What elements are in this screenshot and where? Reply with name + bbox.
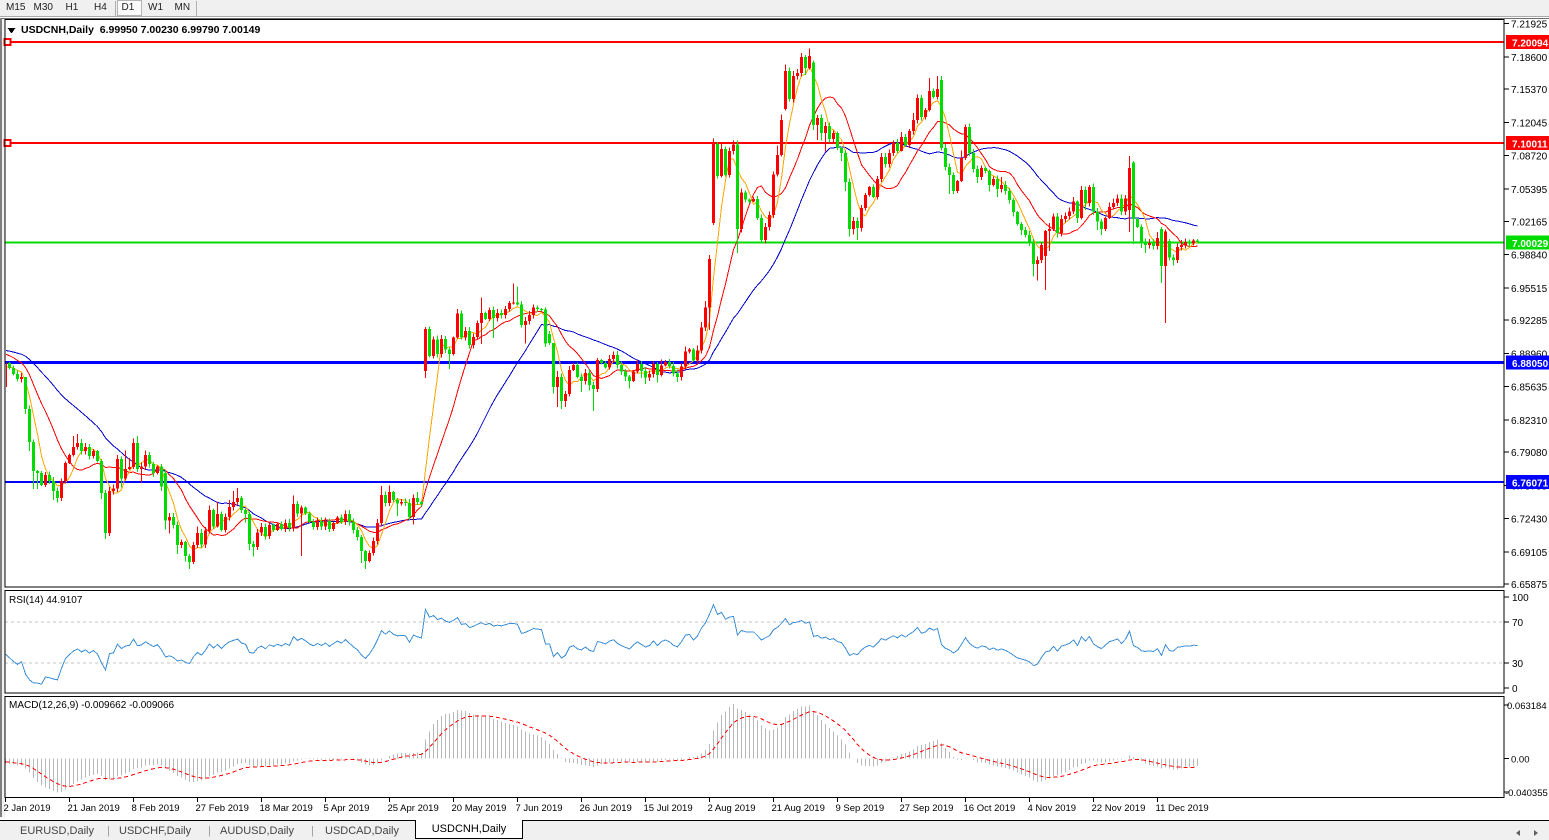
svg-text:5 Apr 2019: 5 Apr 2019	[324, 803, 370, 814]
svg-text:6.82310: 6.82310	[1511, 416, 1548, 427]
svg-text:6.95515: 6.95515	[1511, 284, 1548, 295]
svg-text:6.88050: 6.88050	[1512, 359, 1549, 370]
svg-text:2 Aug 2019: 2 Aug 2019	[708, 803, 756, 814]
svg-text:6.92285: 6.92285	[1511, 316, 1548, 327]
svg-text:7.02165: 7.02165	[1511, 217, 1548, 228]
svg-text:7 Jun 2019: 7 Jun 2019	[516, 803, 563, 814]
svg-text:7.12045: 7.12045	[1511, 118, 1548, 129]
svg-text:11 Dec 2019: 11 Dec 2019	[1156, 803, 1209, 814]
svg-text:16 Oct 2019: 16 Oct 2019	[964, 803, 1016, 814]
svg-text:7.15370: 7.15370	[1511, 85, 1548, 96]
svg-text:-0.040355: -0.040355	[1505, 788, 1548, 799]
svg-text:0.063184: 0.063184	[1507, 701, 1547, 712]
svg-text:7.20094: 7.20094	[1512, 38, 1549, 49]
svg-text:100: 100	[1512, 593, 1529, 604]
svg-text:0: 0	[1512, 684, 1518, 695]
svg-text:6.69105: 6.69105	[1511, 548, 1548, 559]
svg-text:15 Jul 2019: 15 Jul 2019	[644, 803, 693, 814]
svg-text:4 Nov 2019: 4 Nov 2019	[1028, 803, 1077, 814]
svg-text:27 Sep 2019: 27 Sep 2019	[900, 803, 954, 814]
svg-text:25 Apr 2019: 25 Apr 2019	[388, 803, 439, 814]
svg-text:6.98840: 6.98840	[1511, 251, 1548, 262]
svg-text:26 Jun 2019: 26 Jun 2019	[580, 803, 632, 814]
svg-text:RSI(14) 44.9107: RSI(14) 44.9107	[9, 595, 83, 606]
svg-text:21 Aug 2019: 21 Aug 2019	[772, 803, 825, 814]
svg-text:2 Jan 2019: 2 Jan 2019	[4, 803, 51, 814]
svg-text:8 Feb 2019: 8 Feb 2019	[132, 803, 180, 814]
svg-text:7.00029: 7.00029	[1512, 239, 1549, 250]
svg-text:7.08720: 7.08720	[1511, 152, 1548, 163]
svg-text:30: 30	[1512, 659, 1524, 670]
svg-text:USDCNH,Daily 6.99950 7.00230: USDCNH,Daily 6.99950 7.00230 6.99790 7.0…	[21, 24, 260, 36]
svg-text:7.05395: 7.05395	[1511, 185, 1548, 196]
svg-text:6.88960: 6.88960	[1511, 349, 1548, 360]
svg-text:22 Nov 2019: 22 Nov 2019	[1092, 803, 1146, 814]
svg-text:18 Mar 2019: 18 Mar 2019	[260, 803, 313, 814]
svg-text:20 May 2019: 20 May 2019	[452, 803, 507, 814]
svg-text:6.79080: 6.79080	[1511, 448, 1548, 459]
svg-text:0.00: 0.00	[1511, 754, 1530, 765]
svg-text:7.10011: 7.10011	[1512, 139, 1548, 150]
svg-text:6.76071: 6.76071	[1512, 479, 1549, 490]
svg-text:6.65875: 6.65875	[1511, 580, 1548, 591]
svg-text:6.85635: 6.85635	[1511, 383, 1548, 394]
svg-text:6.72430: 6.72430	[1511, 515, 1548, 526]
svg-text:7.21925: 7.21925	[1511, 20, 1548, 31]
svg-text:9 Sep 2019: 9 Sep 2019	[836, 803, 885, 814]
svg-text:27 Feb 2019: 27 Feb 2019	[196, 803, 249, 814]
svg-text:21 Jan 2019: 21 Jan 2019	[68, 803, 120, 814]
svg-text:MACD(12,26,9) -0.009662 -0.009: MACD(12,26,9) -0.009662 -0.009066	[9, 700, 175, 711]
svg-text:7.18600: 7.18600	[1511, 53, 1548, 64]
svg-text:70: 70	[1512, 618, 1524, 629]
